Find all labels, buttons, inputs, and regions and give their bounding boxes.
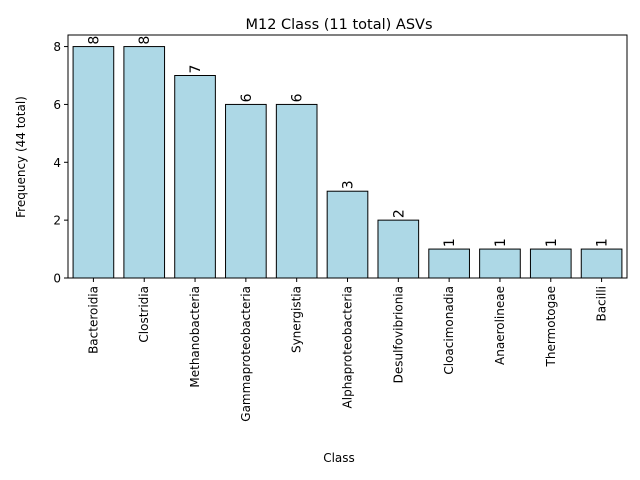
x-tick-label-cloacimonadia: Cloacimonadia: [442, 286, 456, 375]
x-tick-label-bacteroidia: Bacteroidia: [86, 286, 100, 354]
data-label-alphaproteobacteria: 3: [341, 180, 357, 189]
y-axis: 0 2 4 6 8: [53, 40, 68, 286]
bar-alphaproteobacteria: [326, 190, 369, 279]
x-tick-label-methanobacteria: Methanobacteria: [188, 286, 202, 388]
x-tick-label-synergistia: Synergistia: [290, 286, 304, 353]
bar-synergistia: [275, 103, 318, 279]
data-label-thermotogae: 1: [544, 238, 560, 247]
bar-anaerolineae: [479, 248, 521, 279]
x-tick-label-thermotogae: Thermotogae: [544, 286, 558, 367]
data-label-synergistia: 6: [290, 93, 306, 102]
data-label-bacteroidia: 8: [86, 36, 102, 45]
bar-gammaproteobacteria: [225, 103, 267, 279]
x-axis-label: Class: [323, 451, 355, 465]
x-axis: Bacteroidia Clostridia Methanobacteria Gamm…: [86, 278, 609, 422]
data-labels-layer: 8 8 7 6 6 3 2 1 1 1 1: [86, 36, 610, 247]
data-label-bacilli: 1: [595, 238, 611, 247]
data-label-clostridia: 8: [137, 36, 153, 45]
chart-title: M12 Class (11 total) ASVs: [245, 17, 432, 33]
bar-bacteroidia: [72, 46, 115, 279]
y-tick-label-6: 6: [53, 98, 61, 112]
bar-methanobacteria: [174, 75, 216, 279]
bar-thermotogae: [529, 248, 572, 279]
x-tick-label-desulfovibrionia: Desulfovibrionia: [391, 286, 405, 383]
y-tick-label-4: 4: [53, 156, 61, 170]
y-tick-label-0: 0: [53, 272, 61, 286]
data-label-methanobacteria: 7: [188, 65, 204, 74]
x-tick-label-gammaproteobacteria: Gammaproteobacteria: [239, 286, 253, 422]
data-label-cloacimonadia: 1: [442, 238, 458, 247]
bar-bacilli: [580, 248, 623, 279]
bar-desulfovibrionia: [377, 219, 420, 279]
bars-layer: [72, 46, 623, 279]
bar-cloacimonadia: [428, 248, 470, 279]
data-label-anaerolineae: 1: [493, 238, 509, 247]
bar-clostridia: [123, 46, 166, 279]
data-label-desulfovibrionia: 2: [391, 209, 407, 218]
y-tick-label-2: 2: [53, 214, 61, 228]
data-label-gammaproteobacteria: 6: [239, 93, 255, 102]
x-tick-label-clostridia: Clostridia: [137, 286, 151, 343]
y-axis-label: Frequency (44 total): [14, 96, 28, 218]
x-tick-label-alphaproteobacteria: Alphaproteobacteria: [341, 286, 355, 408]
y-tick-label-8: 8: [53, 40, 61, 54]
x-tick-label-bacilli: Bacilli: [595, 286, 609, 322]
x-tick-label-anaerolineae: Anaerolineae: [493, 286, 507, 365]
